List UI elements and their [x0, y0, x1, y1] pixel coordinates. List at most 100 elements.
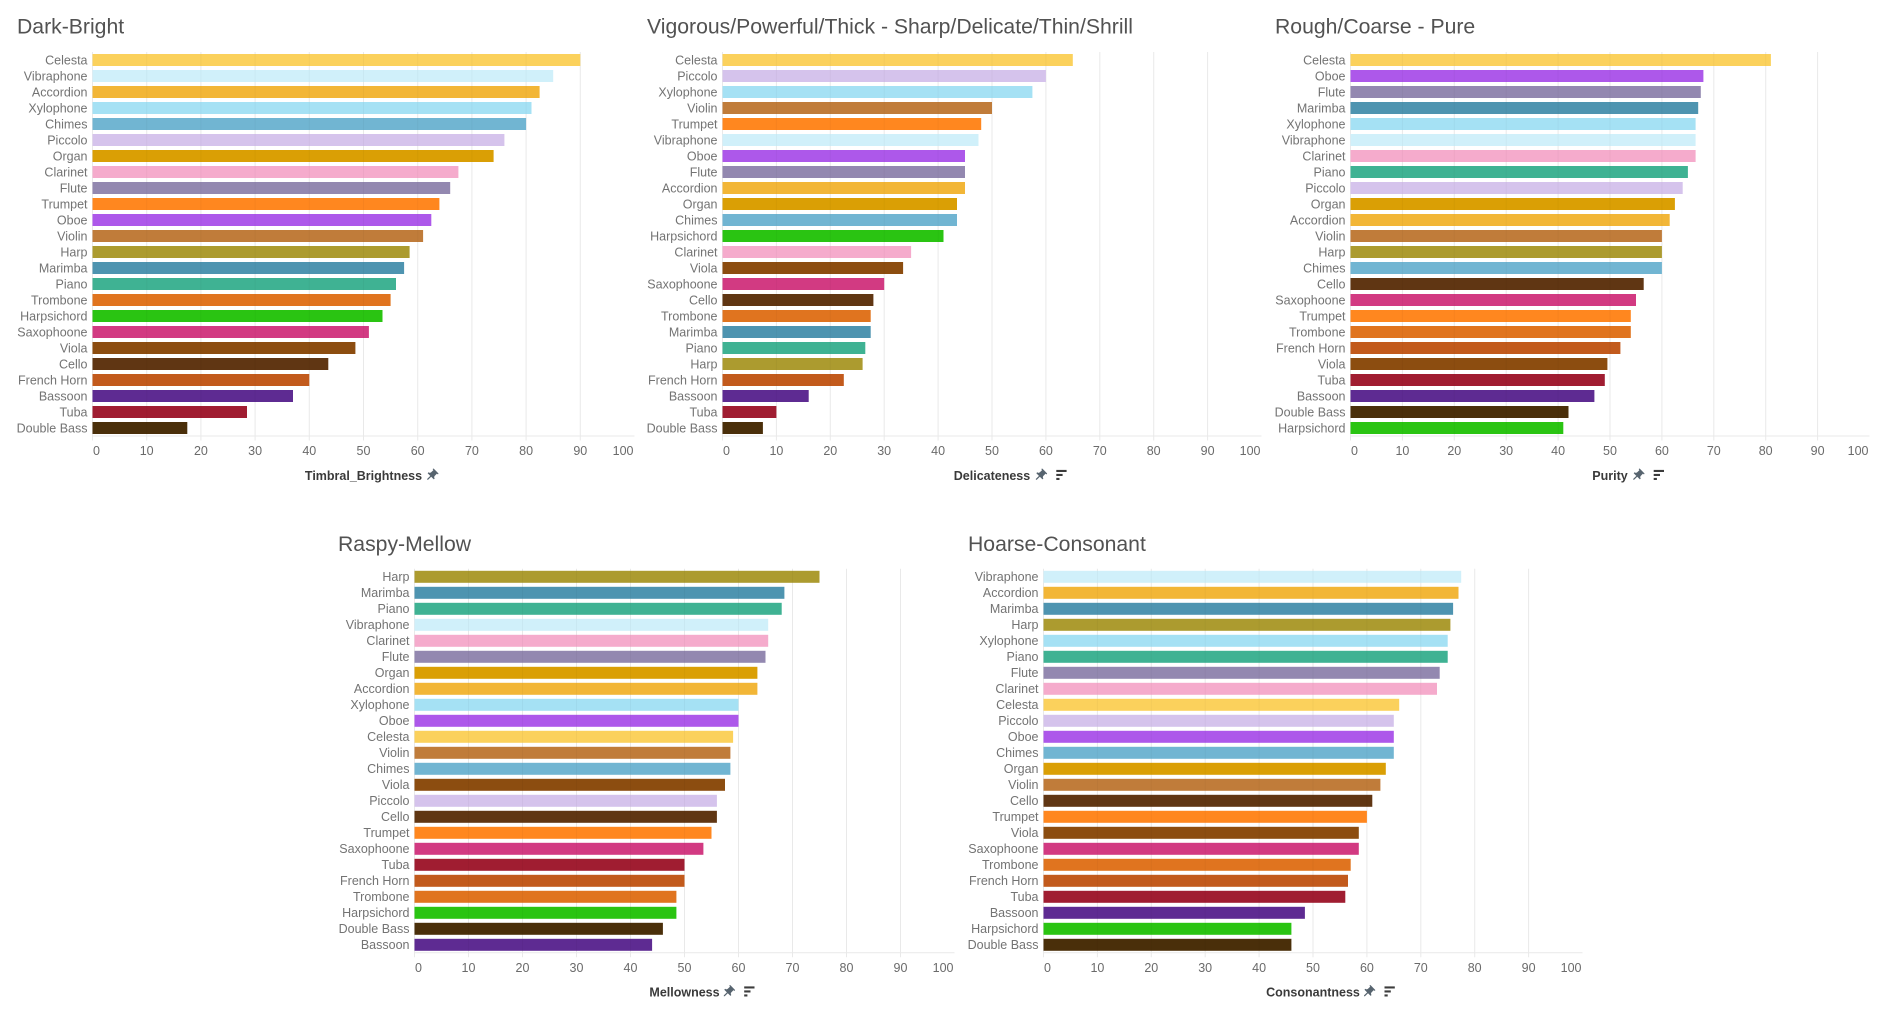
- svg-text:Marimba: Marimba: [669, 325, 718, 339]
- svg-text:0: 0: [93, 444, 100, 458]
- svg-text:Harp: Harp: [690, 357, 717, 371]
- svg-text:Viola: Viola: [1011, 826, 1039, 840]
- svg-text:Dark-Bright: Dark-Bright: [17, 16, 124, 39]
- svg-text:Trombone: Trombone: [31, 293, 88, 307]
- svg-text:Saxophoone: Saxophoone: [17, 325, 87, 339]
- svg-text:90: 90: [1201, 444, 1215, 458]
- svg-text:Chimes: Chimes: [675, 213, 717, 227]
- svg-text:20: 20: [516, 961, 530, 975]
- svg-text:20: 20: [823, 444, 837, 458]
- svg-text:Cello: Cello: [381, 810, 410, 824]
- svg-text:Double Bass: Double Bass: [339, 922, 410, 936]
- svg-text:50: 50: [985, 444, 999, 458]
- svg-text:Bassoon: Bassoon: [669, 389, 718, 403]
- svg-text:90: 90: [1522, 961, 1536, 975]
- svg-text:Xylophone: Xylophone: [350, 698, 409, 712]
- svg-text:Xylophone: Xylophone: [28, 101, 87, 115]
- svg-text:Saxophoone: Saxophoone: [1275, 293, 1345, 307]
- svg-text:Clarinet: Clarinet: [1302, 149, 1346, 163]
- svg-text:Flute: Flute: [60, 181, 88, 195]
- svg-text:Piano: Piano: [1007, 650, 1039, 664]
- svg-text:Harpsichord: Harpsichord: [971, 922, 1038, 936]
- svg-text:Trumpet: Trumpet: [41, 197, 88, 211]
- svg-text:Xylophone: Xylophone: [1286, 117, 1345, 131]
- svg-text:30: 30: [1198, 961, 1212, 975]
- svg-text:80: 80: [519, 444, 533, 458]
- svg-text:Vibraphone: Vibraphone: [654, 133, 718, 147]
- svg-text:Clarinet: Clarinet: [674, 245, 718, 259]
- svg-text:Piano: Piano: [686, 341, 718, 355]
- svg-text:Accordion: Accordion: [32, 85, 88, 99]
- svg-text:Celesta: Celesta: [675, 53, 717, 67]
- svg-text:10: 10: [769, 444, 783, 458]
- svg-text:10: 10: [140, 444, 154, 458]
- svg-text:70: 70: [786, 961, 800, 975]
- svg-text:Marimba: Marimba: [361, 586, 410, 600]
- svg-text:100: 100: [1240, 444, 1261, 458]
- svg-text:40: 40: [1252, 961, 1266, 975]
- svg-text:Piano: Piano: [378, 602, 410, 616]
- svg-text:Organ: Organ: [375, 666, 410, 680]
- svg-text:Marimba: Marimba: [990, 602, 1039, 616]
- svg-text:Bassoon: Bassoon: [39, 389, 88, 403]
- svg-text:Clarinet: Clarinet: [995, 682, 1039, 696]
- svg-text:Rough/Coarse - Pure: Rough/Coarse - Pure: [1275, 16, 1475, 39]
- svg-text:10: 10: [1395, 444, 1409, 458]
- svg-text:Oboe: Oboe: [1008, 730, 1039, 744]
- svg-text:30: 30: [248, 444, 262, 458]
- svg-text:Bassoon: Bassoon: [990, 906, 1039, 920]
- svg-text:10: 10: [462, 961, 476, 975]
- svg-text:100: 100: [1561, 961, 1582, 975]
- svg-text:French Horn: French Horn: [648, 373, 718, 387]
- svg-text:0: 0: [723, 444, 730, 458]
- svg-text:90: 90: [1811, 444, 1825, 458]
- svg-text:Xylophone: Xylophone: [979, 634, 1038, 648]
- svg-text:Chimes: Chimes: [367, 762, 409, 776]
- svg-text:30: 30: [1499, 444, 1513, 458]
- svg-text:40: 40: [302, 444, 316, 458]
- svg-text:60: 60: [411, 444, 425, 458]
- svg-text:Trombone: Trombone: [982, 858, 1039, 872]
- svg-text:Saxophoone: Saxophoone: [968, 842, 1038, 856]
- svg-text:Clarinet: Clarinet: [366, 634, 410, 648]
- svg-text:French Horn: French Horn: [18, 373, 88, 387]
- svg-text:Trombone: Trombone: [1289, 325, 1346, 339]
- svg-text:Harpsichord: Harpsichord: [1278, 421, 1345, 435]
- svg-text:Chimes: Chimes: [1303, 261, 1345, 275]
- svg-text:0: 0: [1351, 444, 1358, 458]
- svg-text:Celesta: Celesta: [45, 53, 87, 67]
- svg-text:Organ: Organ: [1311, 197, 1346, 211]
- svg-text:Cello: Cello: [1317, 277, 1346, 291]
- svg-text:Piccolo: Piccolo: [369, 794, 409, 808]
- svg-text:80: 80: [840, 961, 854, 975]
- svg-text:Violin: Violin: [57, 229, 87, 243]
- svg-text:Vibraphone: Vibraphone: [24, 69, 88, 83]
- svg-text:0: 0: [415, 961, 422, 975]
- svg-text:Oboe: Oboe: [1315, 69, 1346, 83]
- svg-text:Harp: Harp: [1318, 245, 1345, 259]
- svg-text:10: 10: [1090, 961, 1104, 975]
- svg-text:Harpsichord: Harpsichord: [20, 309, 87, 323]
- svg-text:40: 40: [624, 961, 638, 975]
- svg-text:Vibraphone: Vibraphone: [975, 570, 1039, 584]
- svg-text:Piccolo: Piccolo: [677, 69, 717, 83]
- svg-text:Trombone: Trombone: [353, 890, 410, 904]
- svg-text:Piano: Piano: [1314, 165, 1346, 179]
- svg-text:90: 90: [894, 961, 908, 975]
- svg-text:Accordion: Accordion: [354, 682, 410, 696]
- svg-text:60: 60: [1655, 444, 1669, 458]
- svg-text:30: 30: [877, 444, 891, 458]
- svg-text:Vibraphone: Vibraphone: [1282, 133, 1346, 147]
- svg-text:Flute: Flute: [690, 165, 718, 179]
- svg-text:Saxophoone: Saxophoone: [339, 842, 409, 856]
- svg-text:Trumpet: Trumpet: [671, 117, 718, 131]
- svg-text:Double Bass: Double Bass: [647, 421, 718, 435]
- svg-text:Organ: Organ: [1004, 762, 1039, 776]
- svg-text:French Horn: French Horn: [340, 874, 410, 888]
- svg-text:70: 70: [1093, 444, 1107, 458]
- svg-text:Bassoon: Bassoon: [1297, 389, 1346, 403]
- svg-text:Bassoon: Bassoon: [361, 938, 410, 952]
- svg-text:Piano: Piano: [56, 277, 88, 291]
- svg-text:Marimba: Marimba: [1297, 101, 1346, 115]
- svg-text:Piccolo: Piccolo: [998, 714, 1038, 728]
